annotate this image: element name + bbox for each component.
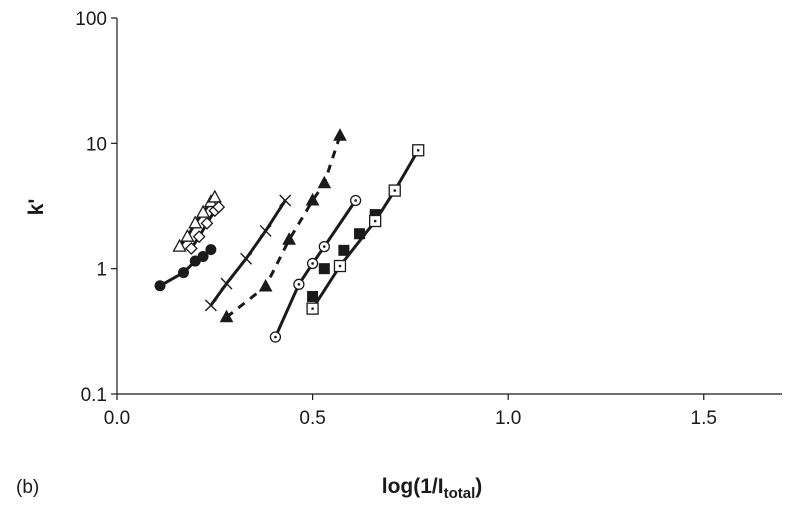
- marker-center-dot: [311, 262, 314, 265]
- marker-center-dot: [311, 307, 314, 310]
- filled-triangle-marker: [333, 128, 347, 141]
- marker-center-dot: [297, 283, 301, 286]
- filled-triangle-marker: [282, 232, 296, 245]
- open-diamond-marker: [192, 230, 206, 244]
- x-tick-label: 1.5: [691, 408, 717, 429]
- marker-center-dot: [373, 219, 377, 223]
- filled-square-marker: [307, 290, 319, 302]
- y-tick-label: 1: [96, 260, 107, 281]
- y-tick-label: 10: [86, 134, 107, 155]
- open-triangle-marker: [188, 215, 203, 229]
- series-layer: [154, 128, 425, 343]
- filled-triangle-marker: [258, 279, 273, 292]
- open-triangle-marker: [195, 204, 211, 218]
- series-open-square-dot: [306, 144, 425, 315]
- series-open-circle-dot: [269, 194, 362, 343]
- open-triangle-marker: [172, 238, 187, 252]
- y-tick-label: 100: [75, 9, 107, 30]
- cross-marker: [240, 252, 253, 265]
- series-filled-circle: [154, 244, 217, 292]
- marker-center-dot: [354, 199, 357, 202]
- open-diamond-marker: [200, 216, 214, 230]
- marker-center-dot: [393, 189, 397, 192]
- axis-ticks: 0.0 0.5 1.0 1.5 0.1 1 10 100: [75, 9, 717, 429]
- filled-square-marker: [369, 209, 381, 221]
- series-line: [311, 149, 420, 310]
- cross-marker: [259, 224, 272, 237]
- series-line: [209, 199, 287, 307]
- x-axis-label-subscript: total: [444, 485, 476, 502]
- open-diamond-marker: [184, 242, 198, 255]
- series-open-triangle: [172, 189, 222, 252]
- marker-center-dot: [416, 148, 420, 152]
- filled-triangle-marker: [305, 192, 320, 206]
- x-tick-label: 1.0: [495, 408, 521, 429]
- y-axis-label: k': [25, 199, 48, 216]
- y-tick-label: 0.1: [81, 385, 107, 406]
- series-filled-square: [307, 209, 381, 302]
- filled-circle-marker: [205, 244, 217, 256]
- filled-square-marker: [318, 263, 330, 275]
- open-triangle-marker: [180, 228, 195, 242]
- marker-center-dot: [323, 245, 326, 248]
- open-triangle-marker: [207, 189, 222, 203]
- x-axis-label: log(1/Itotal): [382, 475, 483, 502]
- cross-marker: [220, 277, 233, 290]
- filled-triangle-marker: [317, 175, 332, 189]
- marker-center-dot: [338, 264, 342, 268]
- cross-marker: [204, 299, 217, 312]
- series-open-diamond: [184, 200, 226, 255]
- x-tick-label: 0.5: [299, 408, 325, 429]
- filled-circle-marker: [178, 267, 189, 279]
- filled-square-marker: [354, 228, 366, 240]
- cross-marker: [279, 194, 292, 207]
- series-line: [225, 135, 342, 319]
- panel-label: (b): [16, 477, 39, 498]
- filled-triangle-marker: [219, 309, 234, 323]
- filled-square-marker: [338, 244, 350, 256]
- x-axis-label-end: ): [475, 475, 482, 498]
- filled-circle-marker: [154, 280, 166, 292]
- open-diamond-marker: [212, 200, 226, 214]
- marker-center-dot: [274, 335, 277, 339]
- x-tick-label: 0.0: [104, 408, 130, 429]
- series-cross: [204, 194, 292, 312]
- x-axis-label-main: log(1/I: [382, 475, 444, 498]
- series-filled-triangle: [219, 128, 347, 323]
- filled-circle-marker: [197, 251, 209, 263]
